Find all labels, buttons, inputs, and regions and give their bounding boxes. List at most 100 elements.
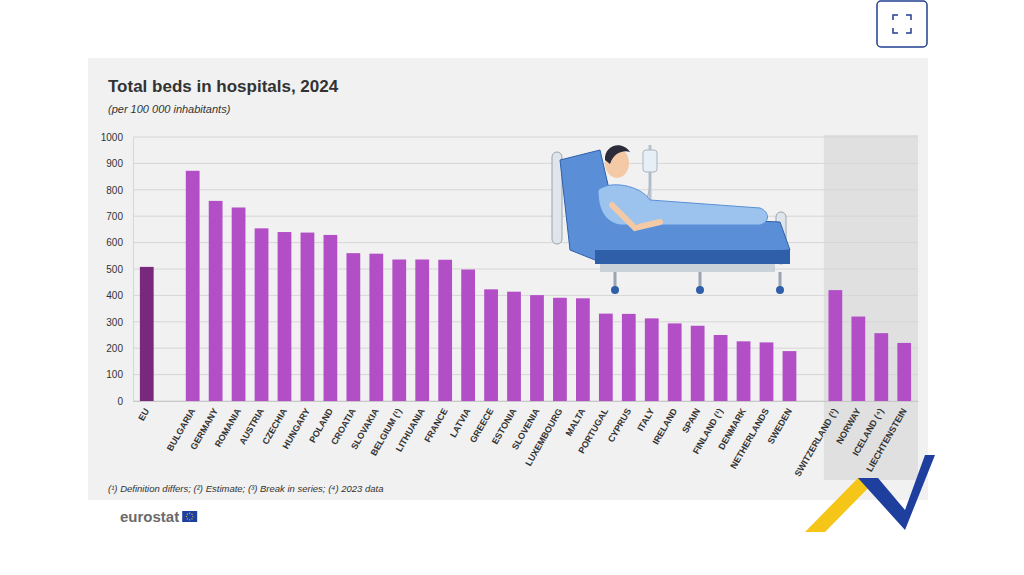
y-tick-label: 700 bbox=[106, 211, 123, 222]
x-tick-label: EU bbox=[136, 407, 151, 423]
x-axis: EUBULGARIAGERMANYROMANIAAUSTRIACZECHIAHU… bbox=[134, 401, 919, 478]
source-flag bbox=[182, 511, 197, 522]
expand-icon-arrow[interactable] bbox=[906, 28, 911, 33]
x-tick-label: LITHUANIA bbox=[394, 406, 427, 453]
expand-icon-frame[interactable] bbox=[877, 1, 927, 47]
bar bbox=[691, 326, 705, 401]
illustration bbox=[552, 145, 790, 294]
x-tick: LUXEMBOURG bbox=[523, 401, 564, 468]
bar bbox=[209, 201, 223, 401]
expand-icon-arrow[interactable] bbox=[893, 15, 898, 20]
bed-frame bbox=[600, 264, 775, 272]
bar bbox=[783, 351, 797, 401]
bar bbox=[232, 207, 246, 401]
y-tick: 800 bbox=[106, 185, 133, 196]
bar bbox=[576, 298, 590, 401]
bed-wheel bbox=[696, 286, 704, 294]
bar bbox=[645, 318, 659, 401]
x-tick-label: SWITZERLAND (¹) bbox=[793, 407, 840, 479]
bar bbox=[737, 341, 751, 401]
y-tick: 500 bbox=[106, 264, 133, 275]
expand-icon-arrow[interactable] bbox=[893, 28, 898, 33]
y-tick: 300 bbox=[106, 317, 133, 328]
x-tick: HUNGARY bbox=[281, 401, 312, 451]
y-tick: 200 bbox=[106, 343, 133, 354]
bar bbox=[874, 333, 888, 401]
y-tick-label: 300 bbox=[106, 317, 123, 328]
bars bbox=[140, 171, 911, 401]
bar bbox=[828, 290, 842, 401]
grid-line bbox=[133, 163, 918, 164]
bar bbox=[301, 233, 315, 401]
y-tick-label: 0 bbox=[117, 396, 123, 407]
x-tick-label: IRELAND bbox=[650, 406, 679, 446]
bed-leg bbox=[779, 272, 782, 287]
patient-hair bbox=[605, 145, 630, 164]
x-tick: PORTUGAL bbox=[576, 401, 610, 455]
bar bbox=[369, 254, 383, 401]
y-tick: 1000 bbox=[101, 132, 133, 143]
x-tick: FRANCE bbox=[422, 401, 449, 444]
y-tick: 600 bbox=[106, 237, 133, 248]
bar bbox=[484, 289, 498, 401]
grid-line bbox=[133, 189, 918, 190]
y-axis: 01002003004005006007008009001000 bbox=[101, 132, 134, 407]
expand-icon-arrow[interactable] bbox=[906, 15, 911, 20]
x-tick: LIECHTENSTEIN bbox=[864, 401, 908, 474]
bar bbox=[461, 270, 475, 401]
bar bbox=[346, 253, 360, 401]
y-tick: 100 bbox=[106, 369, 133, 380]
subtitle: (per 100 000 inhabitants) bbox=[108, 103, 231, 115]
x-tick-label: SPAIN bbox=[680, 407, 702, 435]
bar bbox=[186, 171, 200, 401]
grid-line bbox=[133, 216, 918, 217]
grid-line bbox=[133, 321, 918, 322]
source-flag-star bbox=[187, 514, 188, 515]
grid bbox=[133, 137, 918, 401]
y-tick-label: 900 bbox=[106, 158, 123, 169]
bed-wheel bbox=[611, 286, 619, 294]
expand-icon[interactable] bbox=[877, 1, 927, 47]
x-tick: NETHERLANDS bbox=[728, 401, 771, 470]
y-tick-label: 600 bbox=[106, 237, 123, 248]
source-flag-star bbox=[187, 518, 188, 519]
y-tick-label: 1000 bbox=[101, 132, 124, 143]
bar bbox=[897, 343, 911, 401]
bar bbox=[760, 342, 774, 401]
x-tick: LATVIA bbox=[448, 401, 473, 439]
bar bbox=[668, 323, 682, 401]
iv-bag bbox=[643, 150, 657, 172]
patient-arm bbox=[612, 205, 660, 228]
bed-mattress bbox=[560, 150, 790, 262]
bar bbox=[599, 314, 613, 401]
bar bbox=[140, 267, 154, 401]
source-flag-star bbox=[191, 518, 192, 519]
x-tick-label: LIECHTENSTEIN bbox=[864, 407, 908, 474]
decor-blue bbox=[858, 455, 935, 530]
x-tick: SPAIN bbox=[680, 401, 702, 435]
bar bbox=[530, 295, 544, 401]
grid-line bbox=[133, 295, 918, 296]
x-tick-label: LATVIA bbox=[448, 406, 473, 439]
y-tick: 700 bbox=[106, 211, 133, 222]
x-tick: MALTA bbox=[564, 401, 588, 438]
y-tick-label: 100 bbox=[106, 369, 123, 380]
source-flag-star bbox=[186, 516, 187, 517]
x-axis-line bbox=[134, 401, 919, 402]
bar bbox=[851, 317, 865, 401]
title: Total beds in hospitals, 2024 bbox=[108, 77, 339, 96]
source-flag-star bbox=[191, 514, 192, 515]
x-tick-label: NETHERLANDS bbox=[728, 407, 771, 471]
x-tick-label: MALTA bbox=[564, 406, 588, 438]
bar bbox=[438, 260, 452, 401]
bed-leg bbox=[699, 272, 702, 287]
bar bbox=[278, 232, 292, 401]
footnote: (¹) Definition differs; (²) Estimate; (³… bbox=[108, 483, 383, 494]
source: eurostat bbox=[120, 508, 179, 525]
grid-line bbox=[133, 374, 918, 375]
y-tick-label: 500 bbox=[106, 264, 123, 275]
x-tick-label: LUXEMBOURG bbox=[523, 407, 564, 468]
source-flag-star bbox=[189, 519, 190, 520]
y-tick-label: 800 bbox=[106, 185, 123, 196]
x-tick: CYPRUS bbox=[606, 401, 633, 444]
